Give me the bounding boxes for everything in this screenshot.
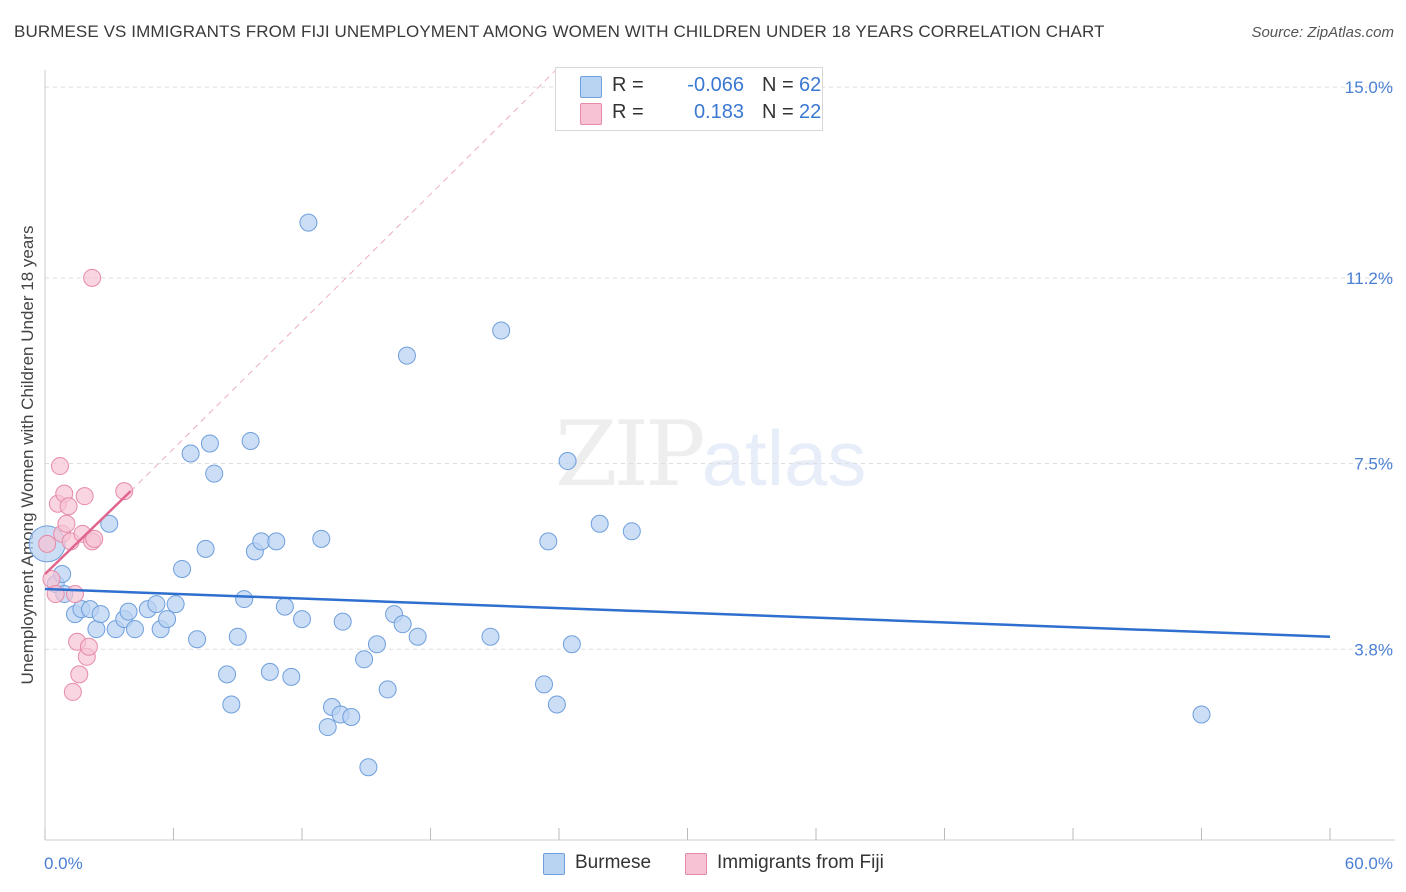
burmese-point	[393, 615, 412, 634]
fiji-swatch	[580, 103, 602, 125]
burmese-point	[342, 708, 361, 727]
burmese-point	[181, 444, 200, 463]
burmese-point	[147, 595, 166, 614]
burmese-point	[492, 321, 511, 340]
burmese-point	[312, 529, 331, 548]
y-tick-label: 11.2%	[1346, 269, 1393, 288]
burmese-point	[367, 635, 386, 654]
legend-r-value: 0.183	[693, 101, 744, 123]
axes	[44, 70, 1395, 841]
burmese-swatch	[580, 76, 602, 98]
fiji-point	[115, 482, 134, 501]
burmese-points	[28, 213, 1211, 777]
series-legend: Burmese Immigrants from Fiji	[0, 852, 1406, 878]
burmese-point	[188, 630, 207, 649]
legend-n-label: N =	[762, 101, 794, 123]
burmese-point	[200, 434, 219, 453]
legend-r-value: -0.066	[687, 74, 744, 96]
fiji-point	[70, 665, 89, 684]
legend-n-value: 22	[799, 101, 822, 123]
correlation-legend: R = -0.066 N = 62 R = 0.183 N = 22	[555, 67, 823, 131]
fiji-point	[85, 529, 104, 548]
burmese-point	[267, 532, 286, 551]
burmese-point	[355, 650, 374, 669]
burmese-trend-line	[44, 587, 1331, 638]
fiji-trend-extension	[130, 66, 560, 492]
fiji-trend-line	[44, 490, 132, 575]
burmese-point	[318, 718, 337, 737]
burmese-point	[299, 213, 318, 232]
fiji-point	[63, 682, 82, 701]
burmese-point	[119, 602, 138, 621]
burmese-point	[158, 610, 177, 629]
tick-labels: 3.8% 7.5% 11.2% 15.0% 0.0% 60.0%	[44, 78, 1393, 873]
burmese-point	[397, 346, 416, 365]
legend-r-label: R =	[612, 101, 644, 123]
x-tick-label: 60.0%	[1345, 854, 1393, 873]
fiji-points	[38, 268, 134, 701]
grid-lines	[45, 86, 1395, 650]
legend-n-value: 62	[799, 74, 822, 96]
burmese-point	[205, 464, 224, 483]
burmese-point	[481, 627, 500, 646]
chart-title: BURMESE VS IMMIGRANTS FROM FIJI UNEMPLOY…	[14, 22, 1105, 41]
burmese-point	[87, 620, 106, 639]
legend-r-label: R =	[612, 74, 644, 96]
burmese-point	[378, 680, 397, 699]
legend-label-fiji: Immigrants from Fiji	[717, 852, 884, 873]
fiji-point	[83, 268, 102, 287]
burmese-point	[100, 514, 119, 533]
burmese-point	[228, 627, 247, 646]
burmese-point	[562, 635, 581, 654]
burmese-point	[590, 514, 609, 533]
burmese-point	[558, 452, 577, 471]
y-tick-label: 15.0%	[1345, 78, 1393, 97]
burmese-point	[173, 559, 192, 578]
source-label: Source: ZipAtlas.com	[1251, 24, 1394, 41]
burmese-point	[91, 605, 110, 624]
y-tick-label: 3.8%	[1354, 640, 1393, 659]
burmese-point	[282, 667, 301, 686]
watermark-atlas: atlas	[701, 414, 867, 502]
fiji-point	[75, 487, 94, 506]
burmese-point	[359, 758, 378, 777]
burmese-point	[275, 597, 294, 616]
burmese-point	[125, 620, 144, 639]
y-tick-label: 7.5%	[1354, 455, 1393, 474]
fiji-point	[65, 585, 84, 604]
burmese-point	[547, 695, 566, 714]
fiji-point	[59, 497, 78, 516]
trend-lines	[44, 66, 1331, 638]
fiji-point	[50, 457, 69, 476]
legend-label-burmese: Burmese	[575, 852, 652, 873]
fiji-point	[79, 637, 98, 656]
burmese-point	[1192, 705, 1211, 724]
burmese-point	[539, 532, 558, 551]
burmese-point	[622, 522, 641, 541]
burmese-point	[252, 532, 271, 551]
burmese-point	[535, 675, 554, 694]
burmese-point	[408, 627, 427, 646]
fiji-swatch	[685, 853, 707, 875]
burmese-swatch	[543, 853, 565, 875]
burmese-point	[241, 431, 260, 450]
burmese-point	[235, 590, 254, 609]
fiji-point	[57, 514, 76, 533]
burmese-point	[166, 595, 185, 614]
watermark: ZIPatlas	[555, 402, 866, 507]
burmese-point	[293, 610, 311, 629]
burmese-point	[333, 612, 352, 631]
fiji-point	[38, 534, 57, 553]
burmese-point	[260, 662, 279, 681]
burmese-point	[218, 665, 237, 684]
watermark-zip: ZIP	[555, 402, 706, 507]
legend-n-label: N =	[762, 74, 794, 96]
burmese-point	[222, 695, 241, 714]
burmese-point	[196, 539, 215, 558]
x-tick-label: 0.0%	[44, 854, 83, 873]
